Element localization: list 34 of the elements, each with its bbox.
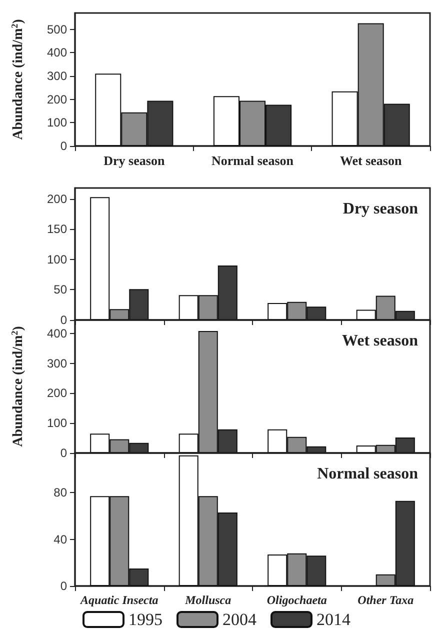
text: Dry season — [342, 200, 418, 218]
legend-label: 1995 — [128, 610, 162, 629]
y-tick-label: 500 — [46, 22, 68, 36]
text: Normal season — [317, 466, 418, 482]
y-tick-label: 400 — [46, 46, 68, 60]
y-tick-label: 200 — [46, 92, 68, 106]
text: Wet season — [342, 332, 418, 350]
y-tick-label: 200 — [46, 192, 68, 206]
x-tick-label: Dry season — [104, 153, 166, 168]
y-axis-title: Abundance (ind/m2) — [10, 18, 26, 140]
x-tick-label: Mollusca — [184, 593, 232, 607]
y-tick-label: 400 — [46, 326, 68, 340]
y-tick-label: 300 — [46, 69, 68, 83]
y-tick-label: 0 — [60, 446, 68, 460]
y-tick-label: 0 — [60, 139, 68, 153]
y-tick-label: 100 — [46, 252, 68, 266]
y-tick-label: 150 — [46, 222, 68, 236]
y-tick-label: 40 — [54, 532, 68, 546]
y-axis-title: Abundance (ind/m2) — [10, 326, 26, 447]
y-tick-label: 100 — [46, 116, 68, 130]
y-tick-label: 100 — [46, 416, 68, 430]
x-tick-label: Normal season — [212, 153, 294, 168]
legend-label: 2004 — [222, 610, 257, 629]
y-tick-label: 300 — [46, 356, 68, 370]
x-tick-label: Oligochaeta — [266, 593, 327, 607]
x-tick-label: Other Taxa — [358, 593, 414, 607]
y-tick-label: 200 — [46, 386, 68, 400]
y-tick-label: 0 — [60, 313, 68, 327]
y-tick-label: 50 — [54, 282, 68, 297]
y-tick-label: 0 — [60, 579, 68, 593]
y-tick-label: 80 — [54, 486, 68, 500]
x-tick-label: Aquatic Insecta — [80, 593, 158, 607]
x-tick-label: Wet season — [340, 153, 402, 168]
legend-label: 2014 — [316, 610, 351, 629]
